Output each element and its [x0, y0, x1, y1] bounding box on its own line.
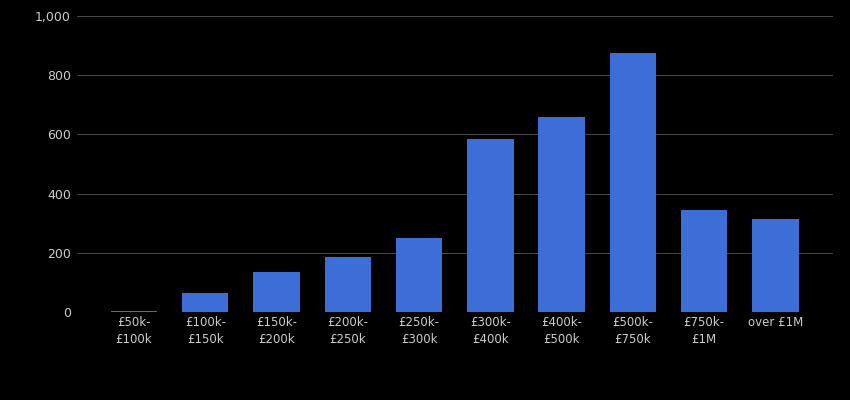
Bar — [752, 219, 799, 312]
Bar — [539, 117, 585, 312]
Bar — [396, 238, 442, 312]
Bar — [253, 272, 300, 312]
Bar — [468, 139, 513, 312]
Bar — [325, 257, 371, 312]
Bar — [681, 210, 728, 312]
Bar — [182, 293, 229, 312]
Bar — [110, 310, 157, 312]
Bar — [609, 53, 656, 312]
